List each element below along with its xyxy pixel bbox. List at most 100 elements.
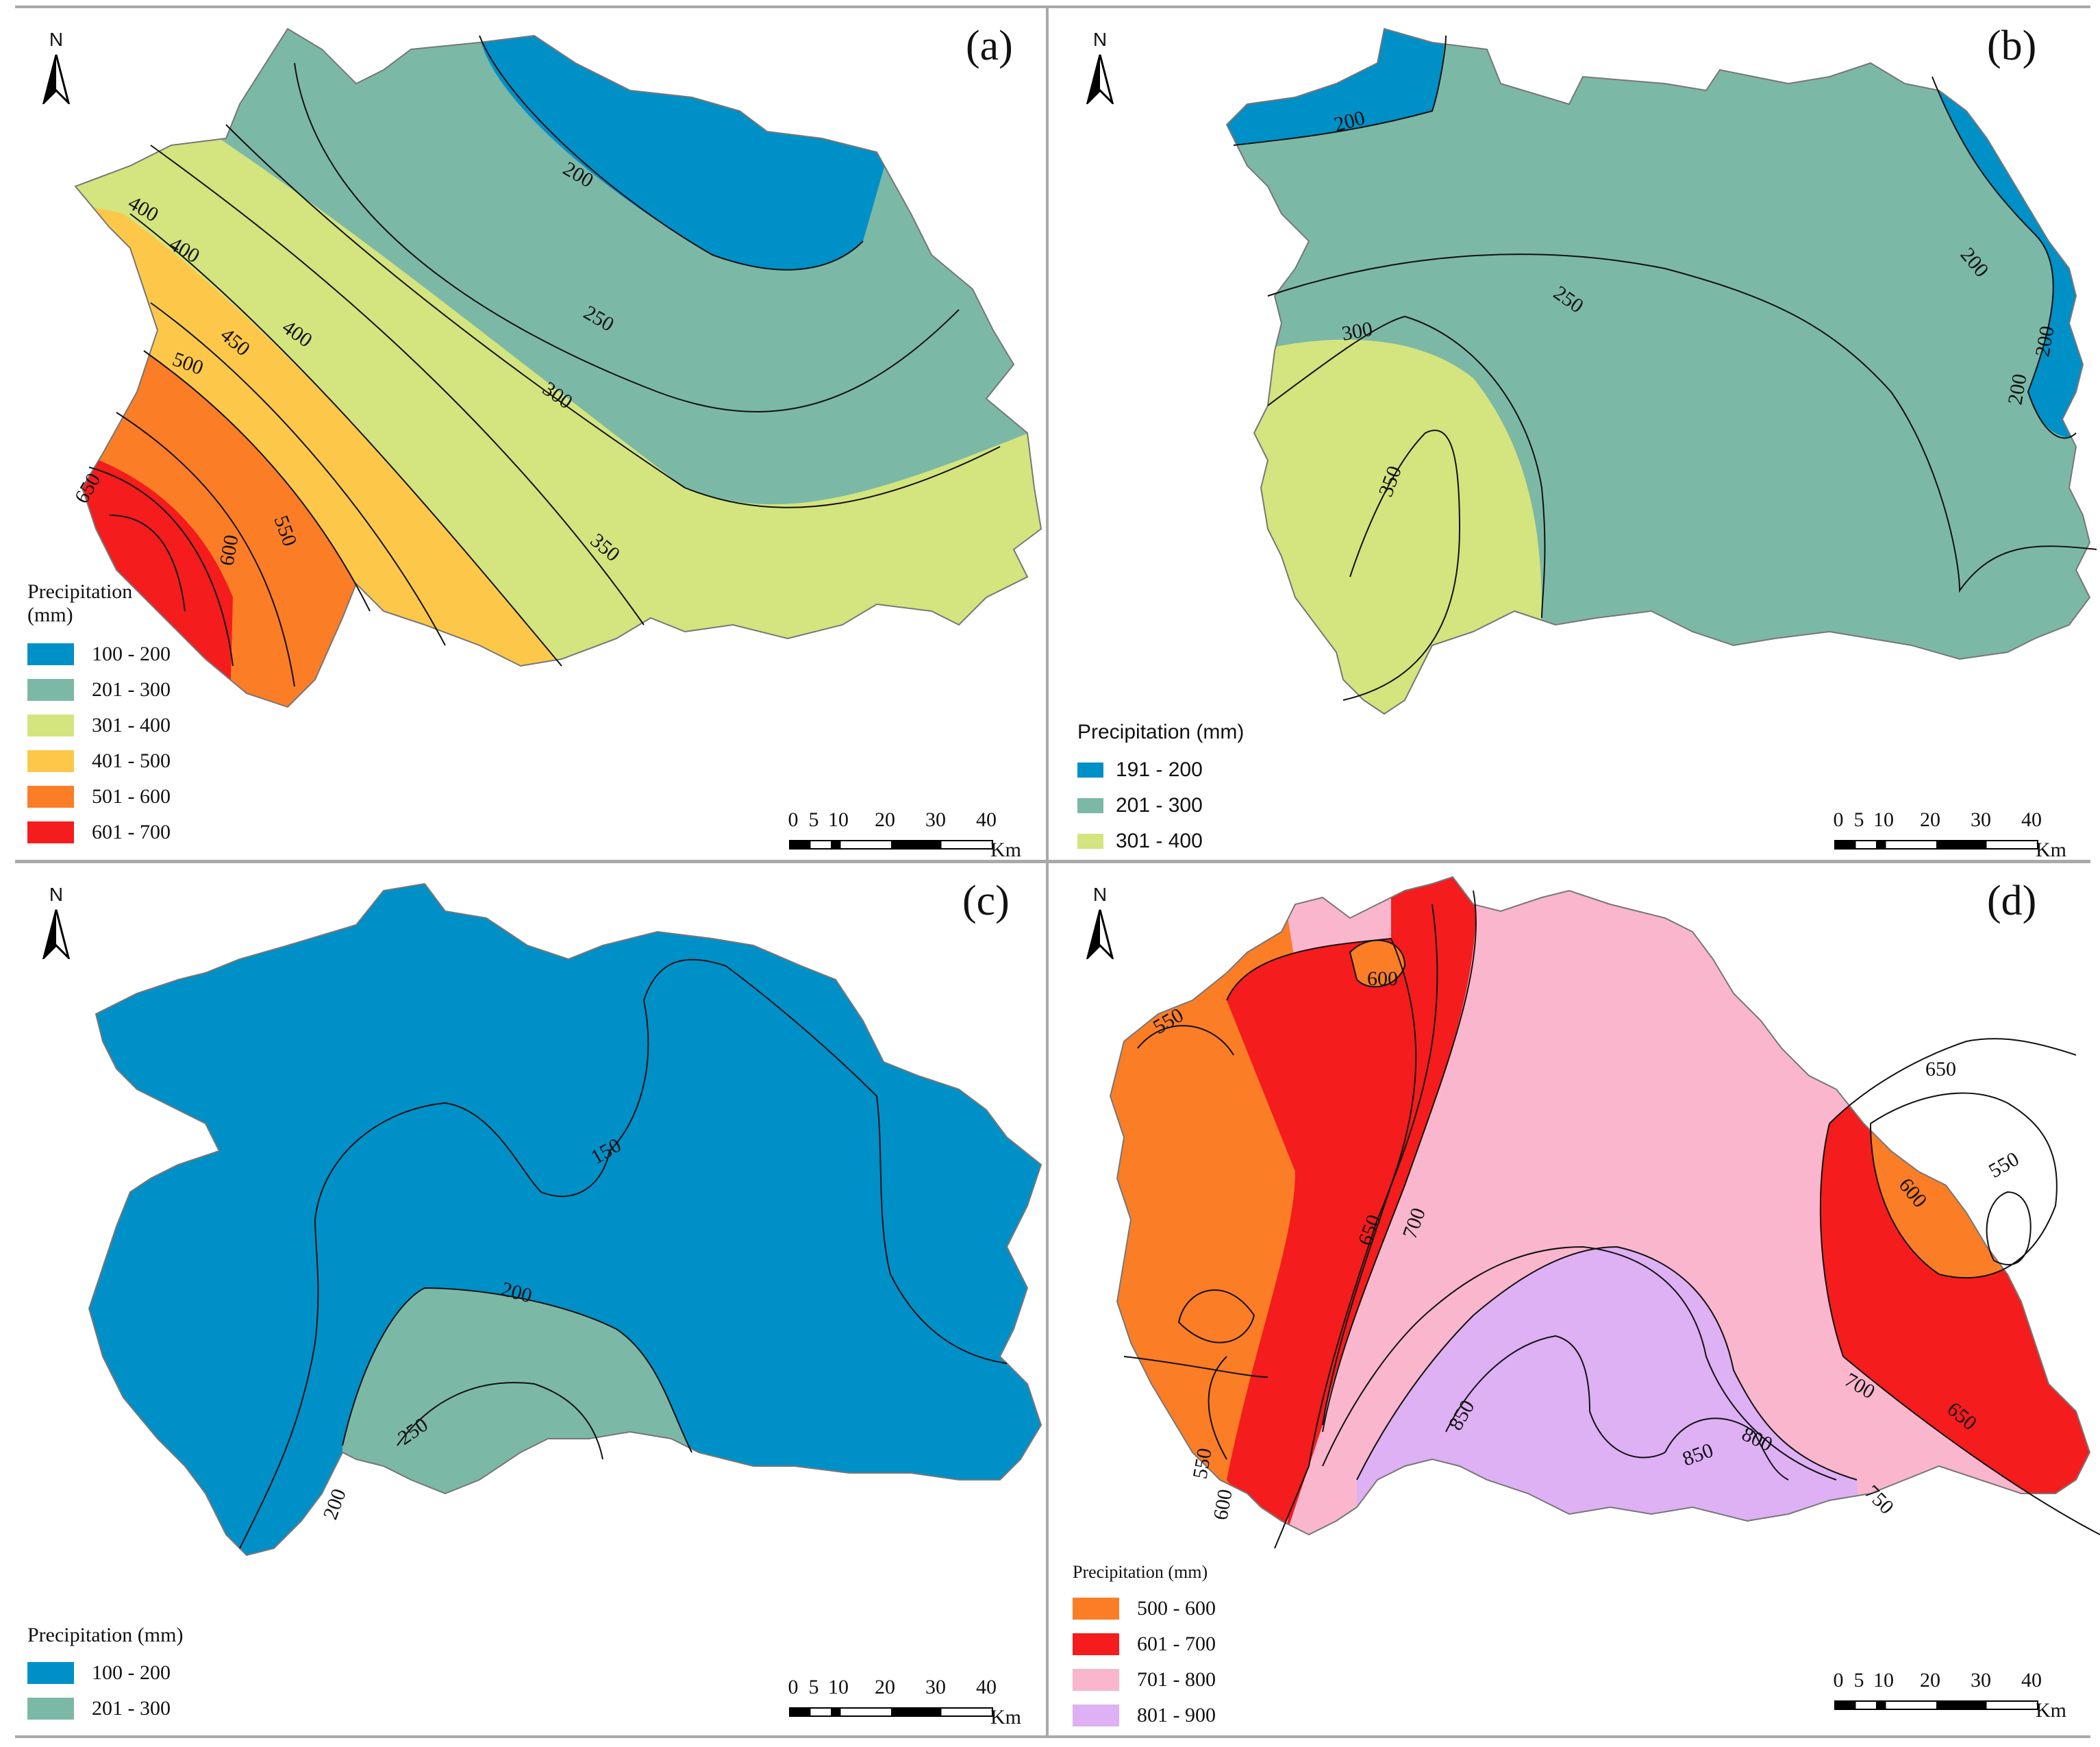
legend-swatch <box>27 786 74 808</box>
contour-line <box>1986 1191 2032 1265</box>
north-arrow-icon <box>42 909 71 959</box>
legend-label: 301 - 400 <box>92 714 171 736</box>
contour-line <box>129 213 562 667</box>
legend-title: Precipitation <box>27 580 133 603</box>
north-arrow: N <box>36 884 77 959</box>
legend-swatch <box>27 679 74 701</box>
scale-tick: 30 <box>1971 808 1991 831</box>
legend-title-unit: (mm) <box>27 604 73 626</box>
map-d-svg: 600 550 650 700 650 550 600 700 650 800 … <box>1109 876 2100 1549</box>
scale-tick: 20 <box>875 1676 895 1698</box>
map-panel-d: 600 550 650 700 650 550 600 700 650 800 … <box>1049 863 2100 1735</box>
scale-tick: 20 <box>875 808 895 831</box>
contour-line <box>1233 35 1447 146</box>
scale-tick: 10 <box>828 808 849 831</box>
north-letter: N <box>1092 29 1108 50</box>
contour-line <box>314 958 1008 1364</box>
legend-item: 201 - 300 <box>27 672 171 708</box>
map-panel-a: 200 250 300 350 400 400 400 450 500 550 … <box>0 8 1046 861</box>
contour-label: 600 <box>1209 1487 1236 1522</box>
scale-tick: 40 <box>976 808 997 831</box>
scale-tick: 5 <box>1853 808 1864 831</box>
map-c-svg: 150 200 200 250 <box>88 882 1042 1557</box>
legend-swatch <box>1073 1598 1119 1620</box>
legend-swatch <box>27 643 74 665</box>
scale-tick: 30 <box>1971 1669 1991 1692</box>
legend: Precipitation (mm) 100 - 200 201 - 300 <box>27 1624 183 1726</box>
contour-line <box>1226 938 1392 1001</box>
legend-swatch <box>1077 763 1103 778</box>
legend-item: 801 - 900 <box>1073 1698 1216 1733</box>
frame-top-line <box>15 5 2090 8</box>
legend-item: 701 - 800 <box>1073 1662 1216 1698</box>
contour-label: 200 <box>2003 372 2031 406</box>
contour-line <box>1842 1356 2100 1535</box>
scale-tick: 5 <box>1853 1669 1864 1692</box>
legend-item: 100 - 200 <box>27 1655 183 1691</box>
contour-line <box>1123 1356 1268 1378</box>
scale-tick: 20 <box>1920 808 1940 831</box>
contour-line <box>1274 938 1417 1549</box>
scale-bar: 0 5 10 20 30 40 Km <box>1833 808 2079 863</box>
contour-label: 650 <box>1925 1058 1956 1080</box>
scale-tick: 5 <box>808 1676 819 1698</box>
legend: Precipitation (mm) 191 - 200 201 - 300 3… <box>1077 721 1244 859</box>
legend-swatch <box>1077 834 1103 849</box>
legend-item: 201 - 300 <box>27 1691 183 1726</box>
scale-tick: 40 <box>2021 808 2042 831</box>
north-arrow-icon <box>1086 909 1114 959</box>
contour-line <box>342 1287 692 1453</box>
contour-line <box>1664 1417 1789 1480</box>
contour-line <box>150 145 645 625</box>
legend-item: 601 - 700 <box>1073 1626 1216 1662</box>
scale-tick: 30 <box>925 1676 946 1698</box>
legend-label: 701 - 800 <box>1137 1668 1216 1691</box>
scale-unit: Km <box>990 1706 1021 1729</box>
contour-line <box>1356 1246 1858 1480</box>
legend: Precipitation (mm) 100 - 200 201 - 300 3… <box>27 580 171 850</box>
contour-line <box>1342 430 1461 701</box>
contour-line <box>1208 1356 1227 1460</box>
frame-middle-line <box>15 860 2090 863</box>
contour-line <box>294 62 960 412</box>
north-arrow: N <box>1079 884 1121 959</box>
legend-label: 201 - 300 <box>92 678 171 701</box>
legend-swatch <box>1073 1633 1119 1655</box>
legend-item: 191 - 200 <box>1077 752 1244 788</box>
legend-swatch <box>27 1662 74 1684</box>
legend-label: 601 - 700 <box>1137 1633 1216 1655</box>
legend-label: 201 - 300 <box>92 1697 171 1720</box>
contour-line <box>109 515 186 612</box>
legend-label: 401 - 500 <box>92 749 171 772</box>
north-letter: N <box>49 884 64 905</box>
legend-label: 100 - 200 <box>92 643 171 665</box>
contour-line <box>1322 1246 1837 1480</box>
zone-801-900 <box>1357 1247 1871 1535</box>
contour-line <box>116 412 295 687</box>
scale-unit: Km <box>2036 839 2066 861</box>
scale-tick: 10 <box>828 1676 849 1698</box>
legend-item: 501 - 600 <box>27 779 171 815</box>
contour-line <box>1829 1038 2077 1124</box>
legend-label: 201 - 300 <box>1116 794 1203 817</box>
scale-unit: Km <box>2036 1699 2066 1722</box>
scale-tick: 0 <box>788 808 799 831</box>
legend-swatch <box>27 1698 74 1720</box>
contour-line <box>1932 76 2077 439</box>
contour-line <box>1869 1092 2058 1279</box>
contour-label: 550 <box>1188 1446 1216 1480</box>
scale-bar-graphic <box>1834 840 2038 850</box>
frame-bottom-line <box>15 1735 2090 1738</box>
legend-title: Precipitation (mm) <box>1073 1562 1208 1582</box>
contour-line <box>88 467 234 667</box>
zone-601-700 <box>1282 877 1476 1535</box>
north-letter: N <box>1092 884 1108 905</box>
scale-tick: 5 <box>808 808 819 831</box>
scale-bar-graphic <box>789 1707 993 1717</box>
legend-label: 601 - 700 <box>92 821 171 843</box>
scale-bar-graphic <box>1834 1700 2038 1710</box>
boundary-d <box>1109 876 2091 1536</box>
panel-label: (b) <box>1987 23 2037 69</box>
legend-swatch <box>1073 1669 1119 1691</box>
legend-item: 201 - 300 <box>1077 788 1244 823</box>
